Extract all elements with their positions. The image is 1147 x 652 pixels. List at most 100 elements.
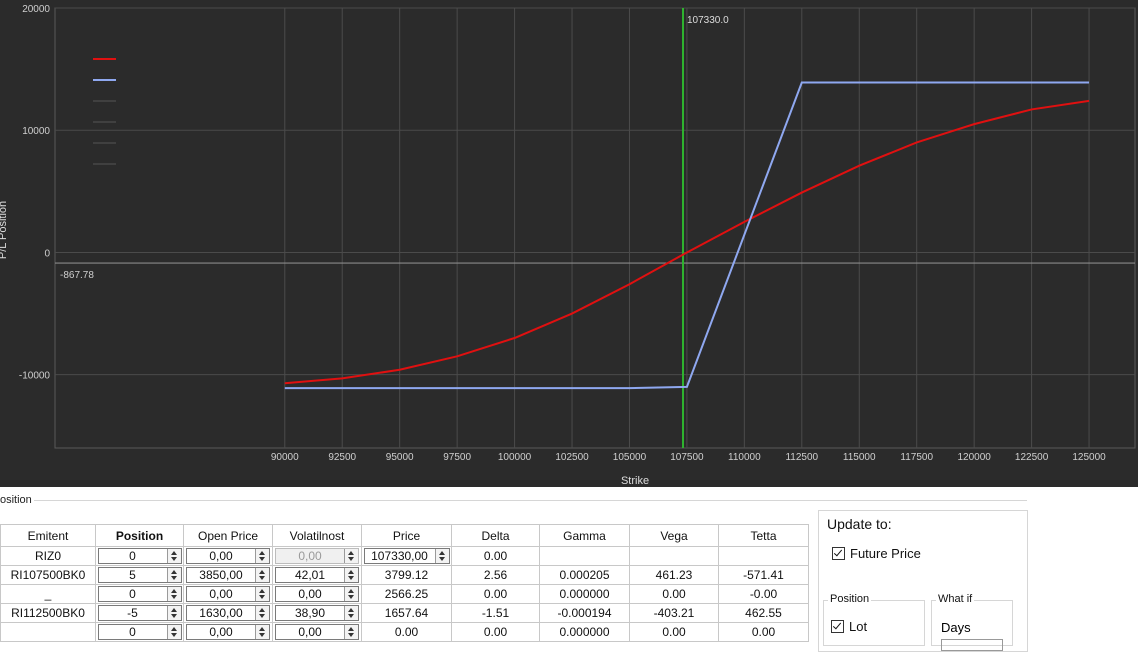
table-row[interactable]: _ 0 0,00 0,00 2566.25 0.00 0.000000 0.00 -0.00 [0, 584, 809, 604]
table-row[interactable]: RI112500BK0 -5 1630,00 38,90 1657.64 -1.51 -0.… [0, 603, 809, 623]
open-price-stepper[interactable]: 0,00 [186, 624, 270, 640]
stepper-value: 1630,00 [199, 606, 243, 620]
spin-arrows-icon[interactable] [166, 606, 181, 620]
col-open-price[interactable]: Open Price [183, 524, 273, 547]
cell-volatility[interactable]: 0,00 [272, 546, 362, 566]
open-price-stepper[interactable]: 0,00 [186, 586, 270, 602]
open-price-stepper[interactable]: 3850,00 [186, 567, 270, 583]
cell-open-price[interactable]: 1630,00 [183, 603, 273, 623]
cell-volatility[interactable]: 0,00 [272, 584, 362, 604]
cell-position[interactable]: 0 [95, 546, 184, 566]
spin-arrows-icon[interactable] [255, 549, 269, 563]
cell-delta: -1.51 [451, 603, 540, 623]
open-price-stepper[interactable]: 0,00 [186, 548, 270, 564]
spin-arrows-icon[interactable] [344, 549, 358, 563]
cell-position[interactable]: 0 [95, 622, 184, 642]
cell-volatility[interactable]: 42,01 [272, 565, 362, 585]
spin-arrows-icon[interactable] [344, 587, 358, 601]
cell-emitent: RI107500BK0 [0, 565, 96, 585]
col-delta[interactable]: Delta [451, 524, 540, 547]
checkbox-checked-icon [832, 547, 845, 560]
stepper-value: 0,00 [298, 625, 322, 639]
cell-tetta [718, 546, 809, 566]
breakeven-label: -867.78 [60, 270, 94, 281]
spin-arrows-icon[interactable] [255, 587, 269, 601]
position-group-label: osition [0, 494, 34, 506]
spin-arrows-icon[interactable] [255, 606, 269, 620]
lot-checkbox[interactable]: Lot [831, 619, 867, 634]
col-vega[interactable]: Vega [629, 524, 719, 547]
stepper-value: 0,00 [209, 625, 233, 639]
volatility-stepper[interactable]: 0,00 [275, 624, 359, 640]
cell-vega: 461.23 [629, 565, 719, 585]
x-tick-label: 97500 [443, 452, 471, 463]
x-tick-label: 117500 [900, 452, 933, 463]
position-stepper[interactable]: 0 [97, 586, 182, 602]
col-gamma[interactable]: Gamma [539, 524, 630, 547]
volatility-stepper[interactable]: 0,00 [275, 586, 359, 602]
col-price[interactable]: Price [361, 524, 452, 547]
position-stepper[interactable]: 0 [97, 548, 182, 564]
cell-position[interactable]: -5 [95, 603, 184, 623]
cell-delta: 0.00 [451, 584, 540, 604]
position-stepper[interactable]: 5 [97, 567, 182, 583]
cell-open-price[interactable]: 0,00 [183, 584, 273, 604]
x-tick-label: 92500 [328, 452, 356, 463]
col-position[interactable]: Position [95, 524, 184, 547]
col-volatility[interactable]: Volatilnost [272, 524, 362, 547]
cell-open-price[interactable]: 0,00 [183, 622, 273, 642]
cell-tetta: -0.00 [718, 584, 809, 604]
days-input[interactable] [941, 639, 1003, 651]
cell-emitent: _ [0, 584, 96, 604]
plot-area [54, 7, 1136, 449]
position-stepper[interactable]: 0 [97, 624, 182, 640]
spin-arrows-icon[interactable] [255, 568, 269, 582]
cell-position[interactable]: 5 [95, 565, 184, 585]
spin-arrows-icon[interactable] [166, 568, 181, 582]
future-price-checkbox[interactable]: Future Price [832, 546, 921, 561]
cell-open-price[interactable]: 3850,00 [183, 565, 273, 585]
spin-arrows-icon[interactable] [166, 549, 181, 563]
stepper-value: 0 [129, 549, 136, 563]
cell-position[interactable]: 0 [95, 584, 184, 604]
table-row[interactable]: RIZ0 0 0,00 0,00 107330,00 0.00 [0, 546, 809, 566]
spin-arrows-icon[interactable] [166, 587, 181, 601]
position-fieldset-legend: Position [828, 593, 872, 605]
update-title: Update to: [827, 516, 892, 532]
cell-price[interactable]: 107330,00 [361, 546, 452, 566]
spin-arrows-icon[interactable] [255, 625, 269, 639]
cell-emitent: RIZ0 [0, 546, 96, 566]
lot-label: Lot [849, 619, 868, 634]
price-stepper[interactable]: 107330,00 [363, 548, 450, 564]
table-row[interactable]: 0 0,00 0,00 0.00 0.00 0.000000 0.00 0.00 [0, 622, 809, 642]
spin-arrows-icon[interactable] [344, 606, 358, 620]
stepper-value: 0 [129, 587, 136, 601]
cell-price[interactable]: 1657.64 [361, 603, 452, 623]
cell-gamma [539, 546, 630, 566]
spin-arrows-icon[interactable] [166, 625, 181, 639]
what-if-legend: What if [936, 593, 975, 605]
open-price-stepper[interactable]: 1630,00 [186, 605, 270, 621]
cell-volatility[interactable]: 38,90 [272, 603, 362, 623]
cell-price[interactable]: 0.00 [361, 622, 452, 642]
positions-table[interactable]: Emitent Position Open Price Volatilnost … [0, 524, 809, 642]
cell-emitent [0, 622, 96, 642]
col-tetta[interactable]: Tetta [718, 524, 809, 547]
cell-volatility[interactable]: 0,00 [272, 622, 362, 642]
x-tick-label: 105000 [613, 452, 647, 463]
cell-open-price[interactable]: 0,00 [183, 546, 273, 566]
volatility-stepper[interactable]: 0,00 [275, 548, 359, 564]
stepper-value: -5 [127, 606, 138, 620]
table-row[interactable]: RI107500BK0 5 3850,00 42,01 3799.12 2.56 0.000… [0, 565, 809, 585]
cell-price[interactable]: 2566.25 [361, 584, 452, 604]
position-stepper[interactable]: -5 [97, 605, 182, 621]
checkbox-checked-icon [831, 620, 844, 633]
spin-arrows-icon[interactable] [344, 625, 358, 639]
spin-arrows-icon[interactable] [434, 549, 449, 563]
volatility-stepper[interactable]: 38,90 [275, 605, 359, 621]
cell-price[interactable]: 3799.12 [361, 565, 452, 585]
position-fieldset: Position Lot [823, 593, 925, 646]
volatility-stepper[interactable]: 42,01 [275, 567, 359, 583]
table-header-row: Emitent Position Open Price Volatilnost … [0, 524, 809, 547]
spin-arrows-icon[interactable] [344, 568, 358, 582]
